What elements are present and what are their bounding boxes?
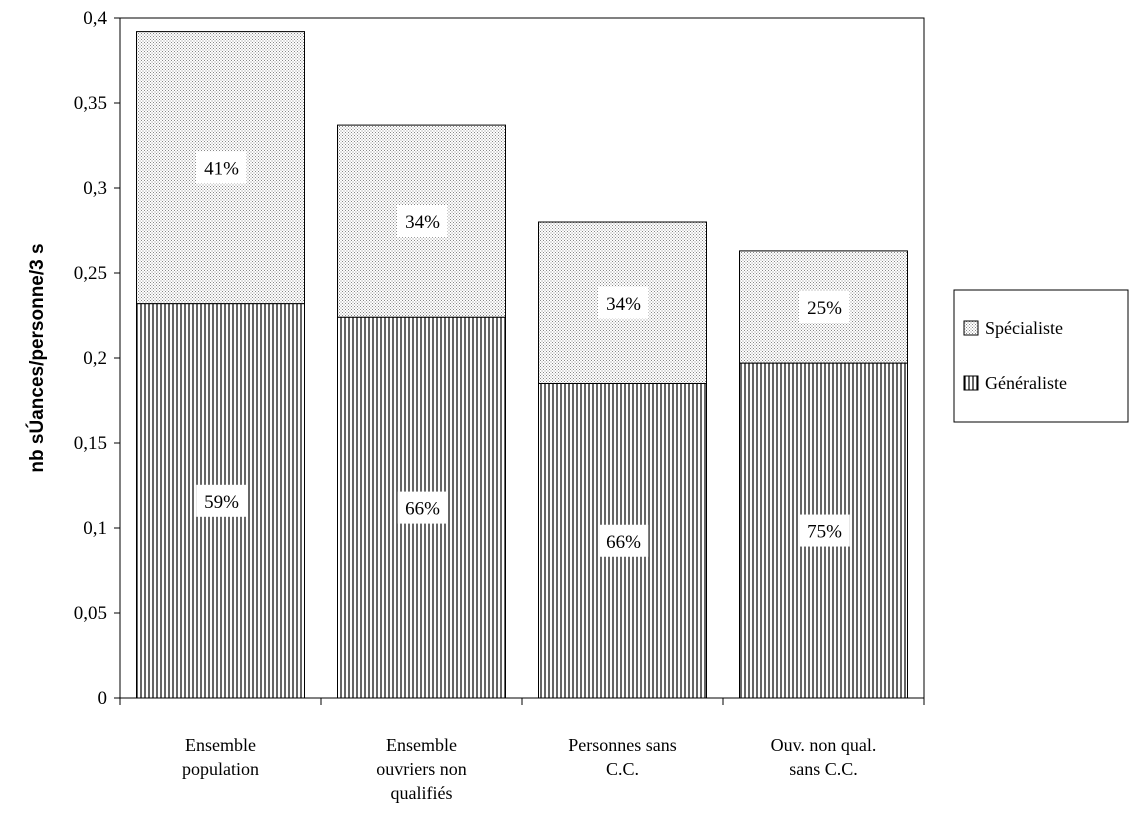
category-label: Personnes sans C.C. (568, 735, 677, 779)
y-tick-label: 0 (98, 688, 108, 709)
y-tick-label: 0,3 (83, 178, 107, 199)
data-label: 34% (598, 286, 649, 319)
y-tick-label: 0,15 (74, 433, 107, 454)
data-label-text: 34% (606, 294, 641, 315)
data-label: 66% (397, 491, 448, 524)
y-tick-label: 0,05 (74, 603, 107, 624)
data-label-text: 66% (606, 532, 641, 553)
legend-box (953, 289, 1129, 423)
data-label: 34% (397, 205, 448, 238)
data-label: 66% (598, 524, 649, 557)
data-label: 75% (799, 514, 850, 547)
legend-swatch (963, 320, 979, 336)
data-label-text: 34% (405, 212, 440, 233)
y-tick-label: 0,25 (74, 263, 107, 284)
data-label-text: 41% (204, 159, 239, 180)
y-axis-label: nb sÚances/personne/3 s (26, 243, 48, 472)
y-tick-label: 0,4 (83, 8, 107, 29)
data-label-text: 59% (204, 492, 239, 513)
data-label-text: 25% (807, 298, 842, 319)
category-label: Ensemble ouvriers non qualifiés (376, 735, 466, 803)
y-tick-label: 0,1 (83, 518, 107, 539)
y-tick-label: 0,35 (74, 93, 107, 114)
legend-label: Spécialiste (985, 318, 1063, 338)
category-label: Ouv. non qual. sans C.C. (771, 735, 877, 779)
data-label-text: 66% (405, 499, 440, 520)
data-label: 41% (196, 151, 247, 184)
y-tick-label: 0,2 (83, 348, 107, 369)
data-label: 25% (799, 291, 850, 323)
legend-label: Généraliste (985, 373, 1067, 393)
legend-swatch (963, 375, 979, 391)
category-label: Ensemble population (182, 735, 259, 779)
data-label-text: 75% (807, 522, 842, 543)
data-label: 59% (196, 484, 247, 517)
